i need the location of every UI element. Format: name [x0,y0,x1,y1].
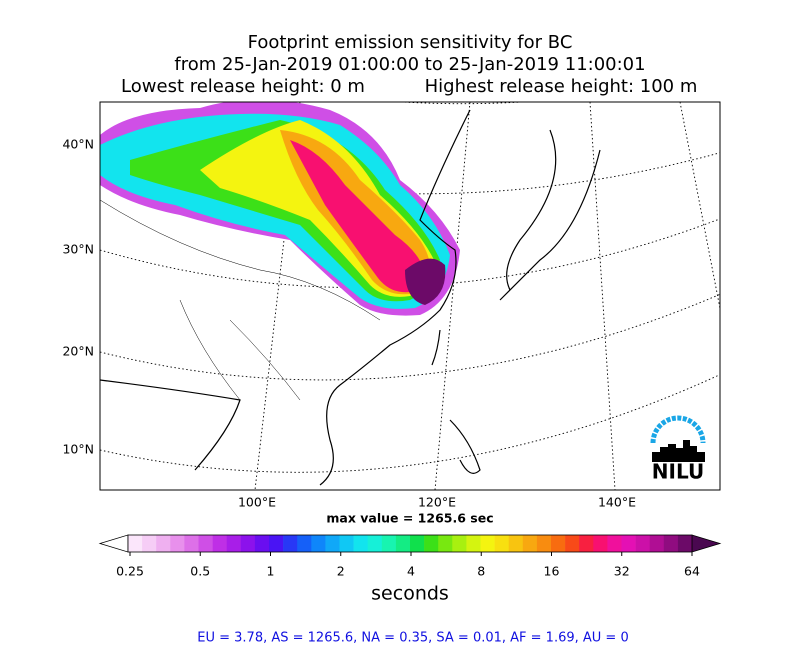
colorbar-swatch [128,535,143,552]
title: Footprint emission sensitivity for BC [248,32,573,53]
colorbar-extend [691,534,722,553]
borders [100,199,381,401]
colorbar-extend [98,534,129,553]
colorbar-swatch [424,535,439,552]
colorbar-tick-label: 0.25 [116,564,144,579]
nilu-logo: NILU [650,415,706,484]
colorbar-tick-label: 64 [684,564,700,579]
colorbar-swatch [551,535,566,552]
colorbar-swatch [593,535,608,552]
lat-label: 10°N [62,442,94,457]
colorbar-tick-label: 4 [407,564,415,579]
map-frame [99,101,721,491]
colorbar-swatch [395,535,411,552]
lat-label: 30°N [62,242,94,257]
colorbar-tick-label: 16 [544,564,560,579]
title: from 25-Jan-2019 01:00:00 to 25-Jan-2019… [174,54,645,75]
colorbar-swatch [480,535,495,552]
colorbar-swatch [621,535,636,552]
colorbar-swatch [269,535,284,552]
colorbar-swatch [339,535,354,552]
colorbar-swatch [508,535,524,552]
colorbar-swatch [367,535,383,552]
colorbar-swatch [565,535,580,552]
colorbar-swatch [254,535,270,552]
map [100,102,720,490]
colorbar-swatch [677,535,693,552]
colorbar-swatch [170,535,185,552]
lat-label: 40°N [62,137,94,152]
colorbar-swatch [663,535,679,552]
colorbar: 0.25 0.5 1 2 4 8 16 32 64 [98,534,722,579]
colorbar-swatch [353,535,368,552]
title: Highest release height: 100 m [425,76,698,97]
lat-label: 20°N [62,344,94,359]
colorbar-swatch [325,535,340,552]
colorbar-swatch [466,535,481,552]
colorbar-swatch [649,535,665,552]
colorbar-swatch [410,535,425,552]
colorbar-swatch [156,535,171,552]
colorbar-swatch [438,535,453,552]
colorbar-swatch [635,535,650,552]
colorbar-tick-label: 1 [267,564,275,579]
colorbar-swatch [226,535,242,552]
colorbar-swatch [297,535,312,552]
colorbar-label: seconds [371,583,449,605]
lon-label: 140°E [598,495,636,510]
lon-label: 100°E [238,495,276,510]
colorbar-swatch [311,535,326,552]
colorbar-tick-label: 2 [337,564,345,579]
colorbar-swatch [184,535,199,552]
lon-label: 120°E [418,495,456,510]
plume [100,102,460,316]
colorbar-swatch [142,535,157,552]
colorbar-tick-label: 8 [477,564,485,579]
colorbar-frame [127,534,693,553]
colorbar-swatch [536,535,552,552]
colorbar-swatch [283,535,298,552]
colorbar-swatch [494,535,509,552]
colorbar-swatch [381,535,397,552]
colorbar-swatch [240,535,256,552]
colorbar-swatch [212,535,227,552]
footer: EU = 3.78, AS = 1265.6, NA = 0.35, SA = … [197,631,628,646]
max-value: max value = 1265.6 sec [326,511,493,526]
colorbar-swatch [198,535,213,552]
logo-text: NILU [652,460,704,484]
colorbar-swatch [522,535,538,552]
colorbar-swatch [579,535,594,552]
colorbar-tick-label: 0.5 [190,564,210,579]
colorbar-tick-label: 32 [614,564,630,579]
colorbar-swatch [452,535,467,552]
title: Lowest release height: 0 m [121,76,365,97]
colorbar-swatch [607,535,622,552]
